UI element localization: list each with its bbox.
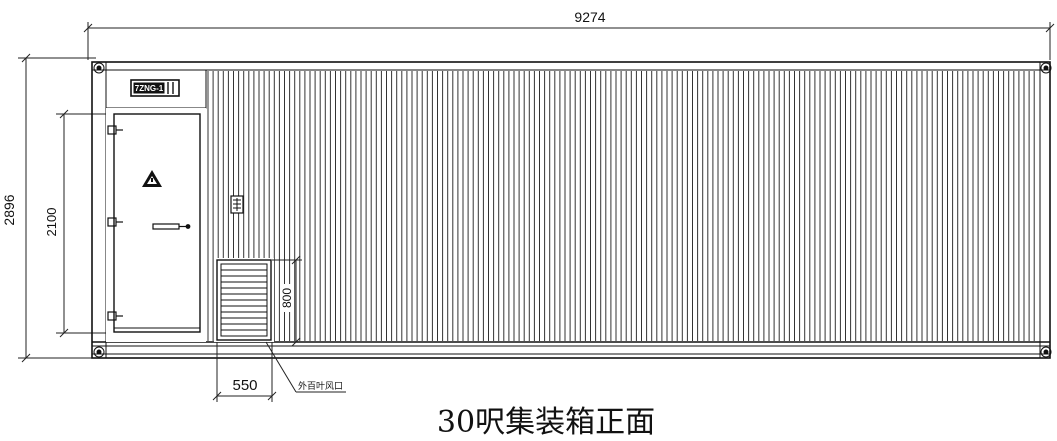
sign-plate: [230, 195, 244, 214]
warning-triangle-icon: [142, 170, 162, 187]
dim-overall-length: [83, 22, 1055, 60]
dim-vent-height-label-bg: [280, 284, 293, 312]
drawing-caption: 30呎集装箱正面: [437, 405, 655, 440]
vent-leader: [265, 341, 346, 393]
dim-vent-offset-label: 550: [232, 377, 257, 394]
hinge-icon: [107, 125, 123, 321]
dim-vent-height-label: 800: [280, 288, 294, 308]
corner-casting-icon: [93, 62, 1052, 358]
nameplate-area: [105, 69, 207, 109]
corrugated-wall-panel: [207, 71, 1035, 341]
dim-overall-height-label: 2896: [1, 194, 17, 225]
dim-vent-offset: [212, 342, 277, 402]
door: [106, 108, 206, 342]
dim-door-height: [56, 109, 112, 338]
vent-note: 外百叶风口: [298, 380, 343, 392]
dim-vent-height: [272, 255, 302, 347]
dim-overall-height: [18, 53, 96, 363]
dim-door-height-label: 2100: [44, 208, 59, 237]
nameplate-text: 7ZNG-1: [135, 84, 164, 93]
dim-overall-length-label: 9274: [574, 9, 605, 25]
door-handle-icon: [152, 223, 191, 230]
louver-slats: [221, 269, 267, 331]
